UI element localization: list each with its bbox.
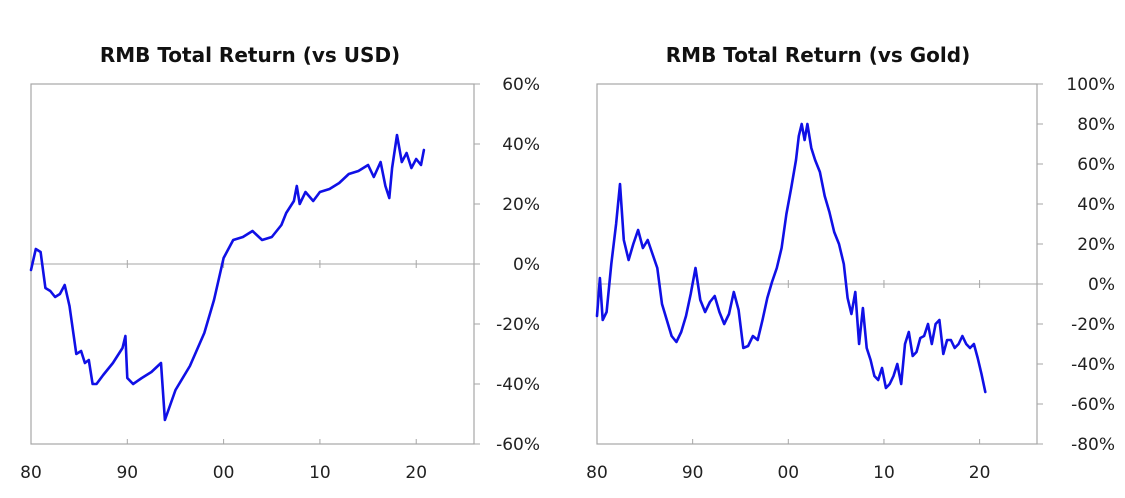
y-axis: 60% 40% 20% 0% -20% -40% -60% <box>474 75 540 455</box>
chart-gold: RMB Total Return (vs Gold) 100%80%60%40%… <box>586 43 1115 483</box>
y-tick-label: 20% <box>1077 235 1115 255</box>
chart-title: RMB Total Return (vs USD) <box>100 43 400 67</box>
y-tick-label: 40% <box>502 135 540 155</box>
y-tick-label: -40% <box>1071 355 1115 375</box>
x-tick-label: 00 <box>213 463 235 483</box>
series-line <box>595 122 987 394</box>
x-tick-label: 80 <box>20 463 42 483</box>
y-tick-label: -40% <box>496 375 540 395</box>
x-tick-label: 80 <box>586 463 608 483</box>
plot-border <box>596 83 1038 445</box>
y-tick-label: 20% <box>502 195 540 215</box>
x-axis: 80 90 00 10 20 <box>586 280 990 483</box>
y-tick-label: -60% <box>496 435 540 455</box>
x-tick-label: 10 <box>873 463 895 483</box>
plot-frame <box>596 83 1038 445</box>
y-axis: 100% 80% 60% 40% 20% 0% -20% -40% -60% -80% <box>1037 75 1115 455</box>
y-tick-label: 40% <box>1077 195 1115 215</box>
x-axis: 80 90 00 10 20 <box>20 260 427 483</box>
x-tick-label: 90 <box>682 463 704 483</box>
series-group <box>29 133 426 422</box>
series-group <box>595 122 987 394</box>
y-tick-label: -20% <box>496 315 540 335</box>
y-tick-label: -80% <box>1071 435 1115 455</box>
y-tick-label: -20% <box>1071 315 1115 335</box>
y-tick-label: 60% <box>502 75 540 95</box>
y-tick-label: 100% <box>1066 75 1115 95</box>
x-tick-label: 20 <box>405 463 427 483</box>
chart-title: RMB Total Return (vs Gold) <box>666 43 970 67</box>
y-tick-label: 80% <box>1077 115 1115 135</box>
y-tick-label: -60% <box>1071 395 1115 415</box>
y-tick-label: 60% <box>1077 155 1115 175</box>
series-line <box>29 133 426 422</box>
x-tick-label: 00 <box>777 463 799 483</box>
chart-usd: RMB Total Return (vs USD) 60% 40% 20% 0% -20… <box>20 43 540 483</box>
y-tick-label: 0% <box>513 255 540 275</box>
y-tick-label: 0% <box>1088 275 1115 295</box>
x-tick-label: 90 <box>116 463 138 483</box>
x-tick-label: 20 <box>969 463 991 483</box>
x-tick-label: 10 <box>309 463 331 483</box>
